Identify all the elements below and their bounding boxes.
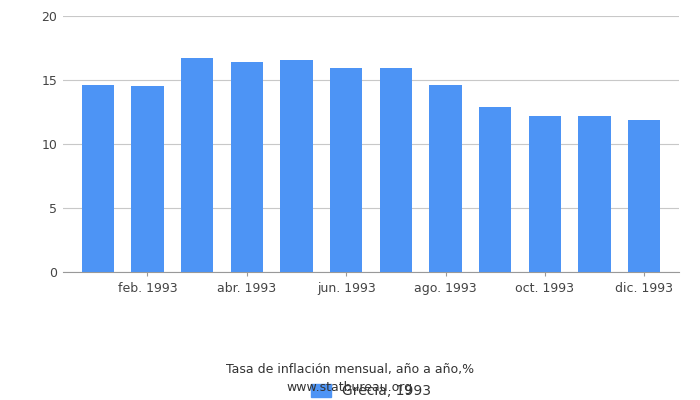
Bar	[181, 58, 214, 272]
Bar	[628, 120, 660, 272]
Bar	[330, 68, 363, 272]
Bar	[379, 68, 412, 272]
Bar	[578, 116, 610, 272]
Bar	[231, 62, 263, 272]
Bar	[82, 85, 114, 272]
Bar	[280, 60, 313, 272]
Bar	[429, 85, 462, 272]
Text: Tasa de inflación mensual, año a año,%: Tasa de inflación mensual, año a año,%	[226, 364, 474, 376]
Bar	[479, 107, 511, 272]
Bar	[132, 86, 164, 272]
Text: www.statbureau.org: www.statbureau.org	[287, 382, 413, 394]
Bar	[528, 116, 561, 272]
Legend: Grecia, 1993: Grecia, 1993	[311, 384, 431, 398]
